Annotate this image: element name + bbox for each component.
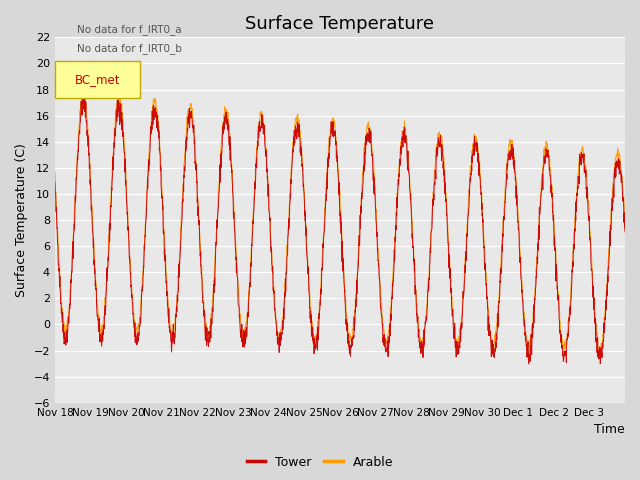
Legend: Tower, Arable: Tower, Arable — [241, 451, 399, 474]
Text: BC_met: BC_met — [75, 73, 120, 86]
Title: Surface Temperature: Surface Temperature — [246, 15, 435, 33]
FancyBboxPatch shape — [55, 61, 140, 97]
Text: No data for f_IRT0_a: No data for f_IRT0_a — [77, 24, 181, 35]
Y-axis label: Surface Temperature (C): Surface Temperature (C) — [15, 143, 28, 297]
Text: No data for f_IRT0_b: No data for f_IRT0_b — [77, 43, 182, 54]
X-axis label: Time: Time — [595, 423, 625, 436]
